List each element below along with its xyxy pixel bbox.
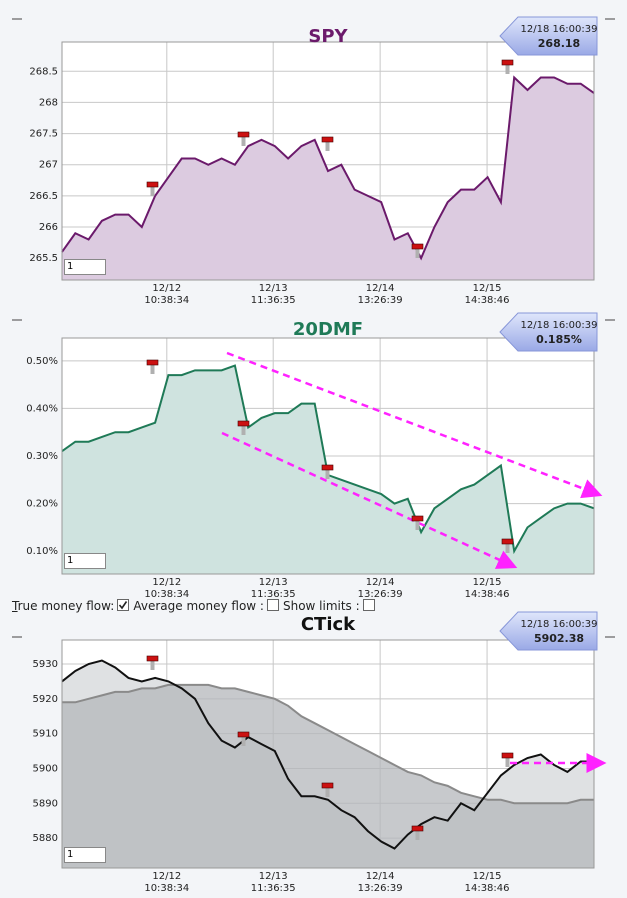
area: [62, 365, 594, 574]
x-tick-label: 12/14 13:26:39: [357, 577, 403, 600]
x-tick-label: 12/13 11:36:35: [250, 283, 296, 306]
y-tick-label: 0.10%: [26, 546, 58, 557]
x-tick-label: 12/15 14:38:46: [464, 283, 510, 306]
checkbox[interactable]: [362, 599, 375, 611]
flag-stem: [150, 363, 155, 374]
flag: [321, 464, 334, 471]
flag-stem: [150, 659, 155, 670]
x-tick-label: 12/12 10:38:34: [144, 871, 190, 894]
check: [119, 601, 128, 610]
y-tick-label: 0.30%: [26, 451, 58, 462]
y-tick-label: 5930: [33, 659, 58, 670]
checkbox[interactable]: [266, 599, 279, 611]
y-tick-label: 267: [39, 160, 58, 171]
annotations: [12, 18, 615, 840]
flag-stem: [415, 519, 420, 530]
y-tick-label: 5890: [33, 798, 58, 809]
y-tick-label: 5910: [33, 729, 58, 740]
chart-title: 20DMF: [293, 319, 363, 340]
line: [61, 659, 594, 850]
zoom-input[interactable]: 1: [64, 847, 106, 863]
zoom-input[interactable]: 1: [64, 553, 106, 569]
flag: [146, 655, 159, 662]
last-value-box: [499, 611, 598, 651]
flag-stem: [150, 185, 155, 196]
x-tick-label: 12/14 13:26:39: [357, 283, 403, 306]
flag-stem: [415, 829, 420, 840]
y-tick-label: 268: [39, 97, 58, 108]
x-tick-label: 12/12 10:38:34: [144, 577, 190, 600]
flag-stem: [241, 135, 246, 146]
y-tick-label: 266: [39, 222, 58, 233]
chart-title: SPY: [308, 26, 348, 47]
line: [61, 75, 595, 261]
flag-stem: [325, 140, 330, 151]
x-tick-label: 12/15 14:38:46: [464, 871, 510, 894]
flag: [321, 782, 334, 789]
x-tick-label: 12/14 13:26:39: [357, 871, 403, 894]
flag-stem: [505, 542, 510, 553]
last-time: 12/18 16:00:39: [521, 320, 598, 331]
last-value-box: [499, 16, 598, 56]
flag-stem: [325, 786, 330, 797]
last-value-box: [499, 312, 598, 352]
plot-border: [61, 41, 595, 281]
options: True money flow: Average money flow : Show…: [12, 599, 379, 613]
y-tick-label: 5880: [33, 833, 58, 844]
flag-stem: [505, 63, 510, 74]
corner-dashes: [12, 18, 615, 638]
y-tick-label: 267.5: [29, 129, 58, 140]
flag-stem: [325, 468, 330, 479]
x-tick-label: 12/13 11:36:35: [250, 871, 296, 894]
plot-border: [61, 337, 595, 575]
area: [62, 684, 594, 868]
flag-stem: [415, 247, 420, 258]
x-tick-label: 12/12 10:38:34: [144, 283, 190, 306]
y-tick-label: 266.5: [29, 191, 58, 202]
flag: [501, 752, 514, 759]
flag-stem: [241, 424, 246, 435]
option-label: Average money flow :: [133, 599, 264, 613]
option-label: Show limits :: [282, 599, 360, 613]
flag: [146, 359, 159, 366]
last-value: 0.185%: [536, 333, 582, 346]
x-tick-label: 12/15 14:38:46: [464, 577, 510, 600]
y-tick-label: 0.20%: [26, 499, 58, 510]
flag: [411, 515, 424, 522]
area: [62, 77, 594, 280]
flag: [411, 243, 424, 250]
flag-stem: [505, 756, 510, 767]
flag: [501, 59, 514, 66]
chart-title: CTick: [301, 614, 356, 635]
flag-stem: [241, 735, 246, 746]
flag: [411, 825, 424, 832]
flag: [237, 131, 250, 138]
line: [62, 683, 594, 805]
last-value: 5902.38: [534, 632, 584, 645]
flags: [146, 59, 514, 840]
option-label: True money flow:: [12, 599, 115, 613]
trend-lines: [221, 351, 607, 773]
y-tick-label: 0.40%: [26, 403, 58, 414]
last-time: 12/18 16:00:39: [521, 619, 598, 630]
flag: [321, 136, 334, 143]
flag: [146, 181, 159, 188]
y-tick-label: 5920: [33, 694, 58, 705]
zoom-input[interactable]: 1: [64, 259, 106, 275]
flag: [237, 420, 250, 427]
checkbox[interactable]: [117, 599, 130, 611]
y-tick-label: 265.5: [29, 253, 58, 264]
y-tick-label: 268.5: [29, 66, 58, 77]
x-tick-label: 12/13 11:36:35: [250, 577, 296, 600]
last-value: 268.18: [538, 37, 580, 50]
y-tick-label: 5900: [33, 763, 58, 774]
y-tick-label: 0.50%: [26, 356, 58, 367]
flag: [237, 731, 250, 738]
last-time: 12/18 16:00:39: [521, 24, 598, 35]
flag: [501, 538, 514, 545]
